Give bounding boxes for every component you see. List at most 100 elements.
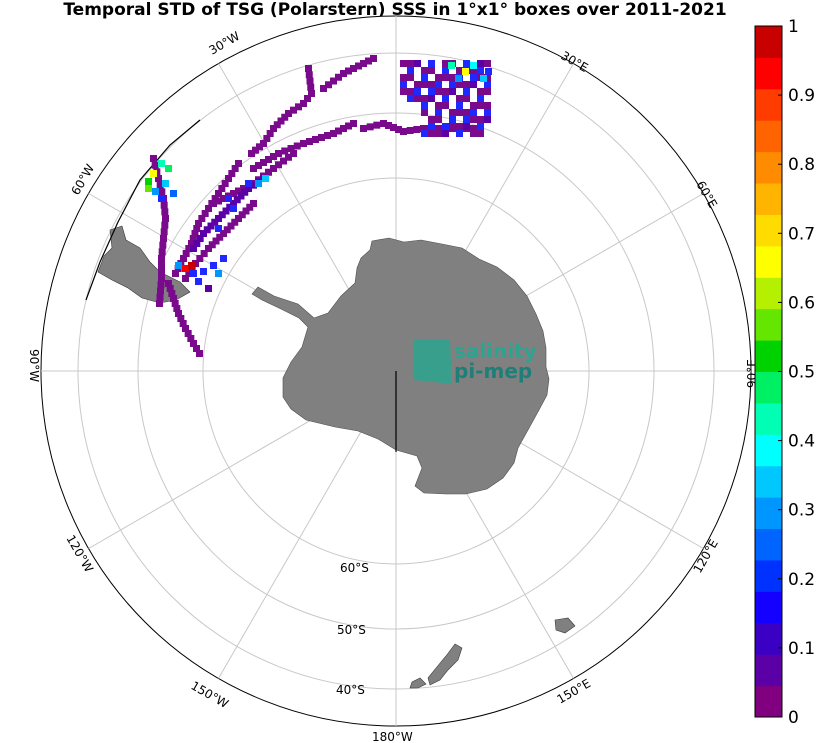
coastline-arc — [85, 119, 201, 301]
data-cell — [373, 121, 381, 129]
data-cell — [255, 162, 262, 169]
data-cell — [400, 128, 407, 135]
data-cell — [287, 145, 295, 152]
data-cell — [188, 262, 195, 269]
data-cell — [477, 116, 484, 123]
colorbar-segment — [755, 402, 782, 435]
data-cell — [350, 65, 357, 72]
data-cell — [420, 125, 427, 132]
data-cell — [285, 110, 292, 117]
data-cell — [477, 60, 484, 67]
data-cell — [477, 88, 484, 95]
data-cell — [152, 188, 159, 195]
map-title: Temporal STD of TSG (Polarstern) SSS in … — [63, 0, 727, 20]
data-cell — [220, 195, 227, 202]
data-cell — [360, 60, 367, 67]
data-cell — [350, 120, 357, 127]
data-cell — [414, 81, 421, 88]
data-cell — [428, 95, 435, 102]
data-cell — [449, 74, 456, 81]
colorbar-segments — [755, 26, 782, 718]
data-cell — [485, 68, 492, 75]
data-cell — [456, 102, 463, 109]
data-cell — [215, 215, 222, 222]
colorbar-segment — [755, 371, 782, 404]
data-cell — [270, 125, 277, 132]
data-cell — [470, 74, 477, 81]
data-cell — [300, 140, 307, 147]
colorbar-segment — [755, 497, 782, 530]
data-cell — [188, 240, 195, 247]
data-cell — [160, 228, 168, 236]
data-cell — [225, 175, 232, 182]
data-cell — [241, 188, 249, 196]
data-cell — [330, 130, 337, 137]
data-cell — [456, 109, 463, 116]
data-cell — [456, 130, 463, 137]
data-cell — [456, 123, 463, 130]
data-cell — [365, 57, 372, 65]
data-cell — [435, 102, 442, 109]
colorbar-segment — [755, 622, 782, 655]
data-cell — [428, 130, 435, 137]
data-cell — [190, 245, 197, 252]
data-cell — [165, 165, 172, 172]
data-cell — [295, 103, 302, 111]
data-cell — [156, 293, 164, 301]
data-cell — [162, 180, 169, 187]
data-cell — [196, 255, 204, 262]
data-cell — [449, 88, 456, 95]
data-cell — [484, 116, 491, 123]
data-cell — [385, 122, 392, 129]
data-cell — [330, 77, 337, 85]
data-cell — [230, 190, 237, 197]
data-cell — [168, 290, 176, 297]
logo-text-pimep: pi-mep — [454, 359, 532, 383]
data-cell — [400, 74, 407, 81]
data-cell — [211, 218, 219, 226]
data-cell — [245, 185, 252, 192]
data-cell — [212, 237, 220, 245]
data-cell — [435, 81, 442, 88]
data-cell — [407, 67, 414, 74]
data-cell — [407, 74, 414, 81]
data-cell — [300, 100, 307, 107]
data-cell — [449, 123, 456, 130]
data-cell — [160, 201, 168, 209]
data-cell — [449, 116, 456, 123]
data-cell — [266, 130, 274, 137]
colorbar-segment — [755, 57, 782, 90]
data-cell — [190, 270, 197, 277]
data-cell — [179, 320, 187, 327]
data-cell — [470, 62, 477, 69]
data-cell — [250, 181, 257, 189]
data-cell — [185, 245, 193, 252]
data-cell — [477, 102, 484, 109]
data-cell — [428, 123, 435, 130]
data-cell — [235, 187, 242, 195]
data-cell — [227, 222, 235, 230]
data-cell — [400, 60, 407, 67]
data-cell — [355, 62, 362, 70]
colorbar-tick-label: 0 — [788, 708, 799, 728]
data-cell — [280, 157, 287, 165]
data-cell — [470, 125, 477, 132]
data-cell — [231, 165, 239, 172]
colorbar-segment — [755, 277, 782, 310]
data-cell — [463, 95, 470, 102]
data-cell — [228, 170, 236, 177]
data-cell — [166, 285, 174, 292]
data-cell — [233, 196, 241, 204]
data-cell — [198, 215, 206, 222]
label-90w: 90°W — [27, 349, 41, 382]
data-cell — [305, 65, 312, 72]
data-cell — [442, 88, 449, 95]
colorbar-segment — [755, 685, 782, 718]
data-cell — [150, 155, 157, 162]
data-cell — [158, 248, 166, 256]
data-cell — [400, 88, 407, 95]
data-cell — [293, 142, 301, 150]
data-cell — [171, 300, 179, 307]
data-cell — [231, 218, 239, 226]
data-cell — [145, 178, 152, 185]
